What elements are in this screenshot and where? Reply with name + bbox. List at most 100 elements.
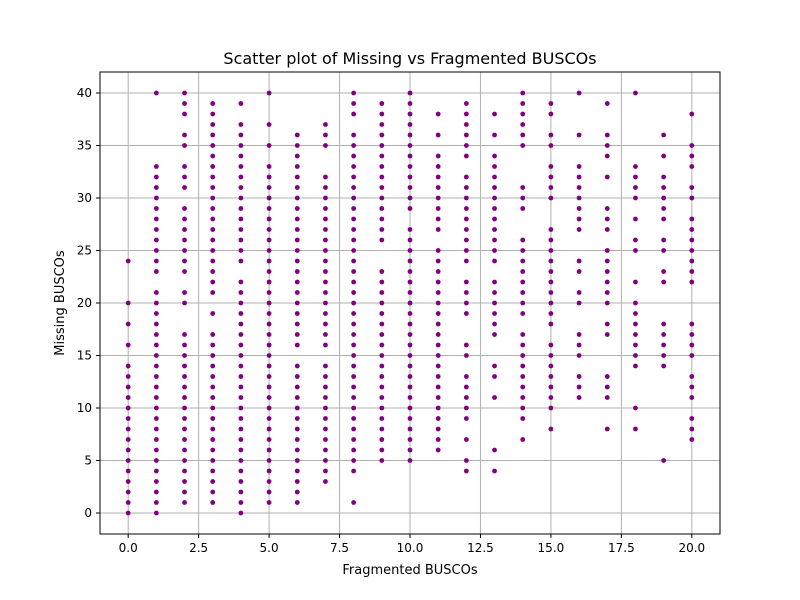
data-point	[182, 237, 187, 243]
data-point	[182, 290, 187, 295]
data-point	[125, 500, 131, 505]
y-tick-label: 40	[77, 86, 92, 100]
data-point	[266, 300, 272, 306]
data-point	[210, 227, 216, 232]
data-point	[435, 258, 441, 264]
data-point	[576, 195, 582, 201]
data-point	[633, 195, 638, 201]
data-point	[689, 185, 695, 190]
data-point	[435, 153, 441, 159]
data-point	[520, 353, 526, 358]
data-point	[294, 132, 300, 138]
x-tick-label: 17.5	[608, 541, 635, 555]
data-point	[661, 458, 667, 463]
data-point	[323, 321, 328, 327]
data-point	[323, 405, 328, 411]
data-point	[266, 122, 272, 127]
data-point	[182, 164, 187, 169]
data-point	[604, 321, 610, 327]
data-point	[182, 489, 187, 495]
data-point	[182, 468, 187, 474]
data-point	[294, 447, 300, 453]
data-point	[210, 363, 216, 369]
data-point	[463, 153, 469, 159]
data-point	[153, 395, 159, 400]
data-point	[604, 227, 610, 232]
data-point	[153, 311, 159, 316]
data-point	[576, 258, 582, 264]
data-point	[238, 374, 244, 379]
data-point	[266, 279, 272, 285]
data-point	[520, 195, 526, 201]
data-point	[351, 374, 357, 379]
data-point	[435, 206, 441, 211]
data-point	[661, 332, 667, 337]
data-point	[520, 311, 526, 316]
data-point	[182, 332, 187, 337]
data-point	[323, 237, 328, 243]
data-point	[689, 353, 695, 358]
data-point	[576, 353, 582, 358]
data-point	[266, 143, 272, 148]
data-point	[548, 101, 554, 106]
data-point	[238, 153, 244, 159]
data-point	[633, 300, 638, 306]
data-point	[238, 332, 244, 337]
data-point	[689, 258, 695, 264]
data-point	[351, 132, 357, 138]
data-point	[182, 227, 187, 232]
data-point	[294, 437, 300, 442]
data-point	[689, 395, 695, 400]
data-point	[294, 489, 300, 495]
data-point	[210, 132, 216, 138]
data-point	[294, 143, 300, 148]
data-point	[407, 185, 413, 190]
data-point	[604, 332, 610, 337]
data-point	[548, 258, 554, 264]
data-point	[633, 237, 638, 243]
data-point	[463, 258, 469, 264]
data-point	[604, 426, 610, 432]
data-point	[661, 195, 667, 201]
y-tick-label: 25	[77, 244, 92, 258]
data-point	[153, 447, 159, 453]
x-tick-label: 2.5	[189, 541, 208, 555]
data-point	[435, 269, 441, 274]
data-point	[153, 489, 159, 495]
data-point	[604, 300, 610, 306]
data-point	[266, 437, 272, 442]
data-point	[661, 279, 667, 285]
data-point	[661, 248, 667, 253]
data-point	[266, 185, 272, 190]
data-point	[576, 90, 582, 96]
data-point	[125, 258, 131, 264]
data-point	[520, 258, 526, 264]
data-point	[379, 164, 385, 169]
data-point	[604, 290, 610, 295]
data-point	[379, 227, 385, 232]
data-point	[351, 174, 357, 180]
data-point	[633, 332, 638, 337]
data-point	[294, 458, 300, 463]
data-point	[294, 174, 300, 180]
data-point	[407, 174, 413, 180]
data-point	[633, 248, 638, 253]
data-point	[604, 132, 610, 138]
data-point	[351, 447, 357, 453]
data-point	[604, 374, 610, 379]
data-point	[153, 206, 159, 211]
data-point	[210, 122, 216, 127]
data-point	[548, 300, 554, 306]
data-point	[153, 458, 159, 463]
data-point	[435, 426, 441, 432]
y-tick-label: 35	[77, 139, 92, 153]
data-point	[379, 332, 385, 337]
data-point	[661, 185, 667, 190]
data-point	[689, 143, 695, 148]
data-point	[153, 468, 159, 474]
data-point	[379, 269, 385, 274]
data-point	[492, 447, 497, 453]
data-point	[379, 374, 385, 379]
data-point	[210, 311, 216, 316]
